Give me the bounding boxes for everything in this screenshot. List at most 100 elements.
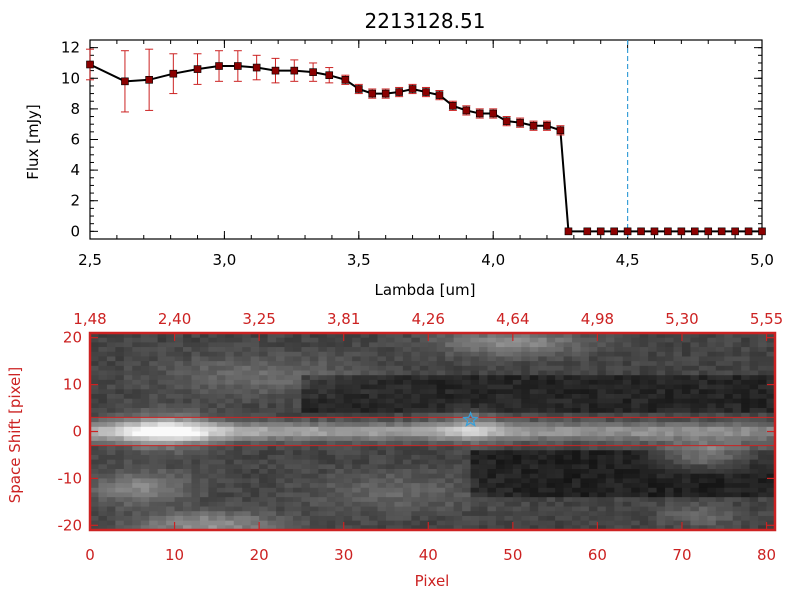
image-pixel bbox=[538, 422, 548, 428]
image-pixel bbox=[394, 487, 404, 493]
image-pixel bbox=[157, 389, 167, 395]
image-pixel bbox=[572, 351, 581, 357]
image-pixel bbox=[90, 450, 99, 456]
image-pixel bbox=[318, 454, 328, 461]
image-pixel bbox=[98, 365, 108, 371]
image-pixel bbox=[521, 506, 531, 512]
image-pixel bbox=[445, 361, 455, 367]
image-pixel bbox=[665, 445, 674, 451]
image-pixel bbox=[242, 487, 252, 493]
image-pixel bbox=[369, 501, 378, 507]
image-pixel bbox=[225, 469, 235, 475]
image-pixel bbox=[90, 515, 99, 522]
image-pixel bbox=[191, 459, 201, 465]
image-pixel bbox=[385, 525, 395, 531]
image-pixel bbox=[698, 342, 708, 348]
image-pixel bbox=[495, 379, 505, 385]
image-pixel bbox=[428, 431, 438, 437]
image-pixel bbox=[453, 501, 463, 507]
image-pixel bbox=[318, 520, 328, 526]
image-pixel bbox=[250, 422, 260, 428]
image-pixel bbox=[605, 497, 615, 503]
image-pixel bbox=[741, 520, 751, 526]
image-pixel bbox=[242, 445, 252, 451]
image-pixel bbox=[98, 375, 108, 381]
image-pixel bbox=[614, 417, 624, 423]
image-pixel bbox=[690, 426, 700, 432]
image-pixel bbox=[115, 431, 125, 437]
image-pixel bbox=[157, 365, 167, 371]
image-pixel bbox=[707, 478, 717, 484]
image-pixel bbox=[90, 333, 99, 339]
image-pixel bbox=[614, 412, 624, 418]
image-pixel bbox=[605, 389, 615, 395]
image-pixel bbox=[385, 417, 395, 423]
image-pixel bbox=[665, 408, 674, 414]
image-pixel bbox=[284, 412, 294, 418]
image-pixel bbox=[698, 337, 708, 343]
image-pixel bbox=[622, 520, 632, 526]
image-pixel bbox=[631, 454, 641, 461]
image-pixel bbox=[605, 511, 615, 517]
image-pixel bbox=[445, 422, 455, 428]
image-pixel bbox=[98, 511, 108, 517]
image-pixel bbox=[284, 478, 294, 484]
image-pixel bbox=[495, 351, 505, 357]
image-pixel bbox=[673, 347, 683, 353]
image-pixel bbox=[343, 497, 353, 503]
image-pixel bbox=[521, 398, 531, 404]
image-pixel bbox=[140, 337, 150, 343]
image-pixel bbox=[394, 393, 404, 400]
image-pixel bbox=[115, 459, 125, 465]
image-pixel bbox=[749, 393, 759, 400]
image-pixel bbox=[495, 464, 505, 470]
image-pixel bbox=[758, 342, 767, 348]
image-pixel bbox=[343, 365, 353, 371]
image-pixel bbox=[419, 408, 429, 414]
image-pixel bbox=[656, 492, 666, 498]
image-pixel bbox=[597, 525, 607, 531]
image-pixel bbox=[529, 422, 539, 428]
image-pixel bbox=[622, 478, 632, 484]
image-pixel bbox=[741, 361, 751, 367]
y-tick-label: 2 bbox=[70, 192, 80, 210]
image-pixel bbox=[309, 337, 319, 343]
image-pixel bbox=[166, 469, 175, 475]
image-pixel bbox=[208, 440, 218, 446]
image-pixel bbox=[157, 515, 167, 522]
image-pixel bbox=[259, 384, 268, 390]
image-pixel bbox=[732, 473, 742, 479]
image-pixel bbox=[766, 361, 776, 367]
image-pixel bbox=[132, 469, 142, 475]
image-pixel bbox=[639, 497, 649, 503]
image-pixel bbox=[140, 525, 150, 531]
image-pixel bbox=[504, 459, 514, 465]
y-tick-label: 0 bbox=[70, 222, 80, 240]
image-pixel bbox=[639, 436, 649, 442]
image-pixel bbox=[707, 408, 717, 414]
data-point bbox=[502, 117, 511, 125]
image-pixel bbox=[487, 417, 497, 423]
image-pixel bbox=[732, 361, 742, 367]
image-pixel bbox=[292, 464, 302, 470]
image-pixel bbox=[741, 379, 751, 385]
image-pixel bbox=[411, 506, 421, 512]
image-pixel bbox=[580, 440, 590, 446]
image-pixel bbox=[470, 351, 480, 357]
image-pixel bbox=[394, 483, 404, 489]
image-pixel bbox=[648, 501, 658, 507]
image-pixel bbox=[385, 515, 395, 522]
image-pixel bbox=[462, 361, 471, 367]
image-pixel bbox=[749, 370, 759, 376]
image-pixel bbox=[233, 347, 243, 353]
image-pixel bbox=[436, 393, 446, 400]
image-pixel bbox=[343, 515, 353, 522]
image-pixel bbox=[419, 478, 429, 484]
image-pixel bbox=[216, 487, 226, 493]
image-pixel bbox=[292, 515, 302, 522]
image-pixel bbox=[487, 403, 497, 409]
image-pixel bbox=[724, 492, 734, 498]
image-pixel bbox=[225, 365, 235, 371]
image-pixel bbox=[462, 469, 471, 475]
image-pixel bbox=[479, 403, 488, 409]
